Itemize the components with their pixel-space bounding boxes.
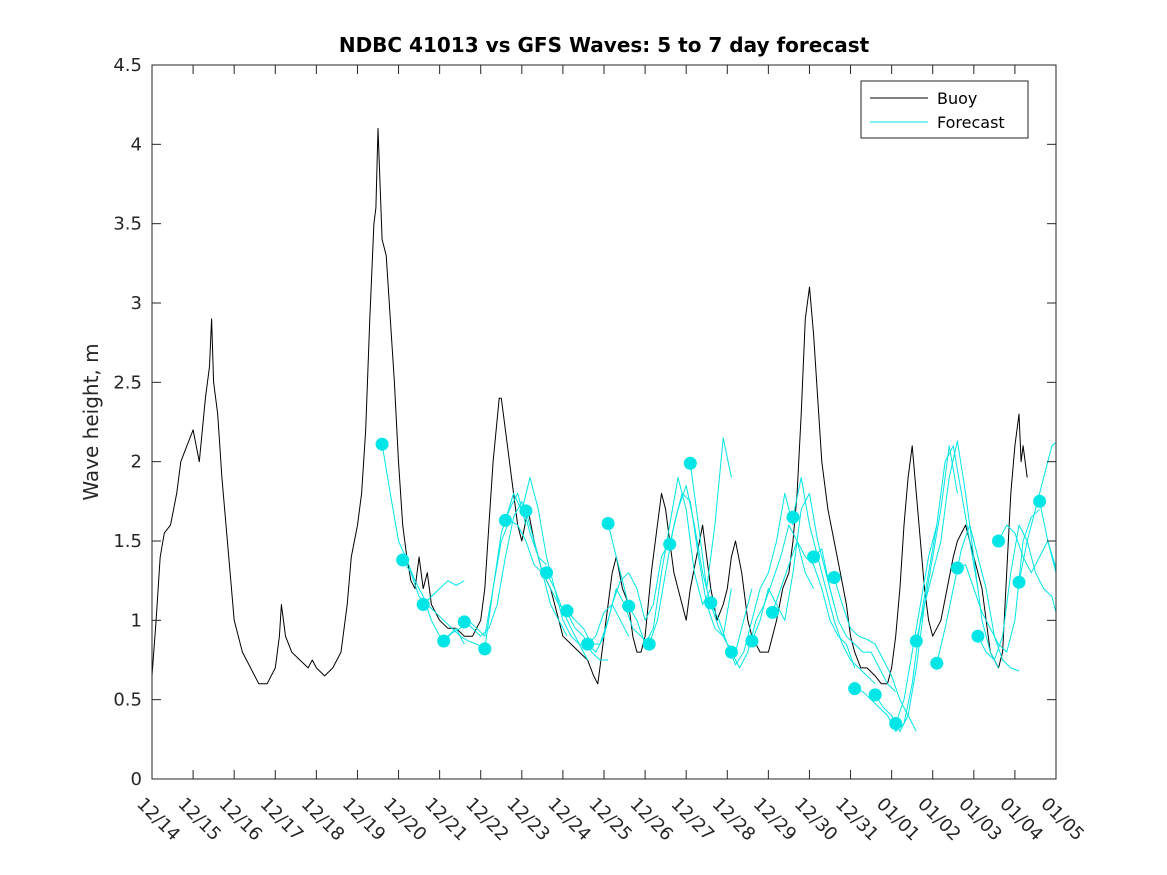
series-forecast-line-21 xyxy=(792,477,876,685)
series-forecast-line-13 xyxy=(628,477,712,645)
forecast-start-marker xyxy=(1033,494,1047,508)
forecast-start-marker xyxy=(745,634,759,648)
series-buoy-line xyxy=(151,128,1028,685)
y-tick-label: 2 xyxy=(131,452,142,473)
legend-buoy-label: Buoy xyxy=(937,89,977,108)
series-forecast-line-29 xyxy=(957,508,1040,653)
forecast-start-marker xyxy=(724,645,738,659)
series-forecast-line-18 xyxy=(730,524,815,669)
forecast-start-marker xyxy=(683,456,697,470)
series-forecast-line-17 xyxy=(710,492,794,666)
y-tick-label: 3 xyxy=(131,293,142,314)
series-forecast-line-28 xyxy=(936,524,1020,672)
series-forecast-line-24 xyxy=(854,525,938,732)
plot-area xyxy=(152,65,1056,779)
forecast-start-marker xyxy=(519,504,533,518)
forecast-start-marker xyxy=(437,634,451,648)
series-forecast-line-27 xyxy=(915,440,999,669)
y-tick-label: 0 xyxy=(131,769,142,790)
forecast-start-marker xyxy=(540,566,553,580)
forecast-start-marker xyxy=(950,561,964,575)
series-forecast-line-25 xyxy=(874,445,958,732)
forecast-start-marker xyxy=(396,553,410,567)
y-tick-label: 4 xyxy=(131,134,142,155)
forecast-start-marker xyxy=(909,634,923,648)
forecast-start-marker xyxy=(827,571,841,584)
series-forecast-line-7 xyxy=(504,477,589,661)
series-forecast-line-11 xyxy=(587,540,671,653)
y-tick-label: 4.5 xyxy=(113,55,142,76)
series-forecast-line-5 xyxy=(463,500,547,637)
forecast-start-marker xyxy=(889,717,903,730)
forecast-start-marker xyxy=(1012,575,1026,589)
series-forecast-line-31 xyxy=(998,524,1057,574)
forecast-start-marker xyxy=(478,642,492,656)
y-tick-label: 1 xyxy=(131,610,142,631)
y-tick-label: 1.5 xyxy=(113,531,142,552)
forecast-start-marker xyxy=(848,682,862,696)
forecast-start-marker xyxy=(807,550,821,564)
y-axis-ticks: 0 0.5 1 1.5 2 2.5 3 3.5 4 4.5 xyxy=(113,55,1056,790)
forecast-start-marker xyxy=(560,604,574,618)
series-forecast-line-6 xyxy=(484,519,568,649)
forecast-start-marker xyxy=(766,605,779,619)
y-tick-label: 2.5 xyxy=(113,372,142,393)
legend: Buoy Forecast xyxy=(860,80,1029,139)
forecast-start-marker xyxy=(663,537,677,551)
series-forecast-line-4 xyxy=(443,492,527,642)
forecast-start-marker xyxy=(786,510,800,524)
y-tick-label: 3.5 xyxy=(113,214,142,235)
series-forecast-line-14 xyxy=(648,492,732,645)
series-forecast-line-2 xyxy=(402,559,486,650)
marker-layer xyxy=(375,437,1047,730)
forecast-start-marker xyxy=(375,437,389,451)
forecast-start-marker xyxy=(457,615,471,629)
y-tick-label: 0.5 xyxy=(113,690,142,711)
forecast-start-marker xyxy=(868,688,882,702)
series-forecast-line-1 xyxy=(381,444,465,645)
legend-box xyxy=(860,80,1029,139)
forecast-start-marker xyxy=(992,534,1005,548)
series-forecast-line-26 xyxy=(895,445,979,724)
series-forecast-line-22 xyxy=(813,548,897,693)
forecast-start-marker xyxy=(622,599,636,613)
legend-forecast-label: Forecast xyxy=(937,113,1005,132)
forecast-start-marker xyxy=(642,637,656,651)
forecast-start-marker xyxy=(416,598,430,611)
series-forecast-line-16 xyxy=(689,437,732,590)
y-axis-label: Wave height, m xyxy=(79,343,103,500)
series-forecast-line-32 xyxy=(1018,442,1057,583)
series-forecast-line-19 xyxy=(751,492,835,642)
series-forecast-line-12 xyxy=(607,523,630,607)
forecast-start-marker xyxy=(601,517,615,530)
forecast-start-marker xyxy=(498,513,512,527)
chart-title: NDBC 41013 vs GFS Waves: 5 to 7 day fore… xyxy=(339,33,870,57)
series-forecast-line-3 xyxy=(422,580,465,605)
series-forecast-line-30 xyxy=(977,524,1057,661)
forecast-start-marker xyxy=(971,629,985,643)
forecast-start-marker xyxy=(581,637,595,651)
forecast-start-marker xyxy=(704,596,718,610)
forecast-start-marker xyxy=(930,656,944,670)
